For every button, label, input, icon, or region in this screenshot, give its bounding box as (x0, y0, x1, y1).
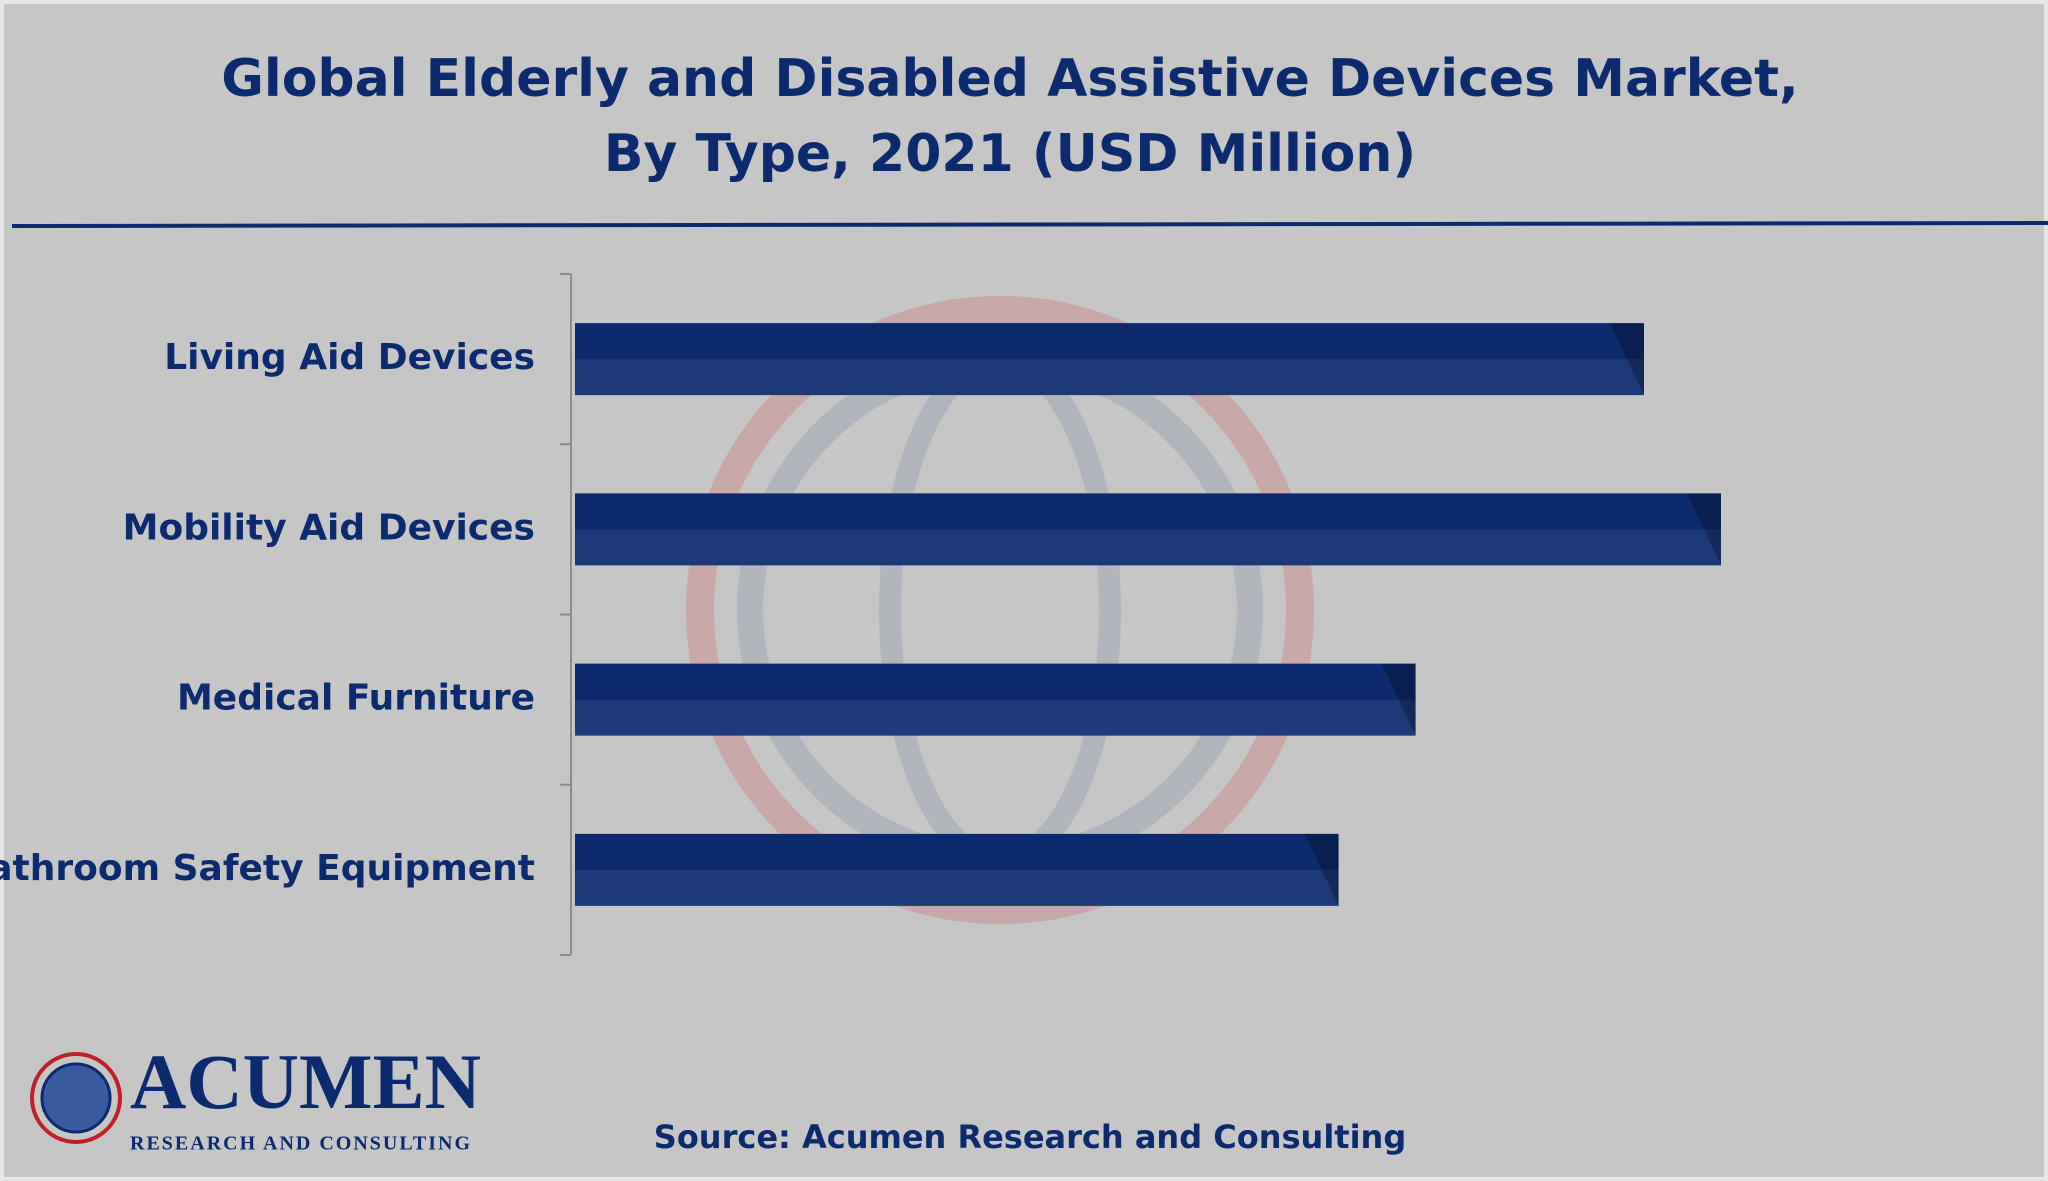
logo-ring (30, 1052, 122, 1144)
bar-bevel (575, 359, 1644, 396)
bar-bevel (1304, 833, 1339, 906)
logo-name: ACUMEN (130, 1038, 481, 1125)
bar-bevel (1687, 493, 1721, 566)
bar-bevel (1609, 323, 1644, 396)
bar-bevel (1381, 663, 1416, 736)
bar-bevel (575, 529, 1721, 566)
category-label: Mobility Aid Devices (123, 507, 535, 548)
title-rule (11, 221, 2048, 228)
bar-bevel (575, 699, 1416, 736)
category-label: Medical Furniture (177, 678, 535, 719)
logo-tagline: RESEARCH AND CONSULTING (130, 1133, 472, 1155)
bar (575, 493, 1721, 566)
chart-title: Global Elderly and Disabled Assistive De… (221, 49, 1799, 109)
bar (575, 663, 1416, 736)
chart-title: By Type, 2021 (USD Million) (604, 124, 1416, 184)
bar-bevel (575, 869, 1339, 906)
category-label: Living Aid Devices (164, 337, 535, 378)
logo: ACUMEN RESEARCH AND CONSULTING (30, 1038, 481, 1155)
source: Source: Acumen Research and Consulting (654, 1118, 1406, 1156)
bar (575, 833, 1339, 906)
bar (575, 323, 1644, 396)
logo-globe (40, 1062, 112, 1134)
category-label: Bathroom Safety Equipment (0, 848, 535, 889)
